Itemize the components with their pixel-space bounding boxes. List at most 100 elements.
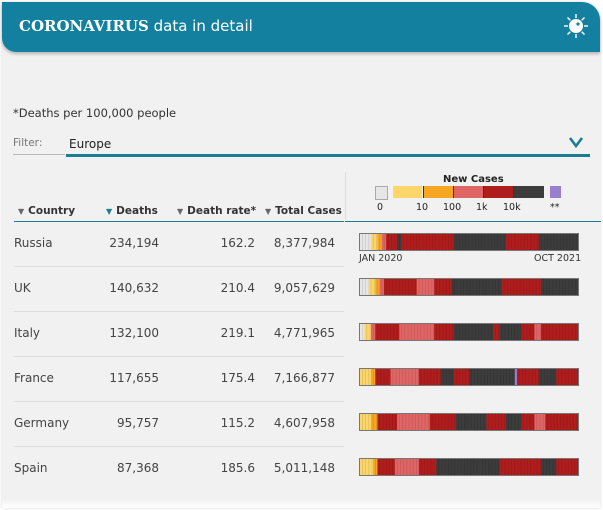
row-divider	[14, 446, 344, 447]
chevron-down-icon[interactable]	[568, 135, 584, 149]
strip-segment-c1k	[501, 279, 542, 295]
strip-texture	[373, 279, 375, 295]
strip-texture	[506, 279, 508, 295]
strip-texture	[457, 414, 459, 430]
strip-texture	[430, 369, 432, 385]
strip-segment-c1k	[418, 369, 442, 385]
strip-texture	[503, 234, 505, 250]
strip-texture	[462, 234, 463, 250]
strip-texture	[403, 459, 405, 475]
strip-texture	[390, 324, 391, 340]
strip-segment-c10	[370, 369, 376, 385]
strip-texture	[485, 279, 487, 295]
virus-icon	[564, 14, 588, 38]
strip-texture	[468, 324, 470, 340]
strip-texture	[411, 369, 413, 385]
legend-swatch-10k	[513, 186, 544, 198]
region-filter-select[interactable]: Europe	[66, 134, 590, 157]
strip-segment-c100	[416, 279, 435, 295]
strip-texture	[517, 234, 519, 250]
strip-texture	[539, 459, 541, 475]
column-header-country[interactable]: ▼ Country	[18, 205, 76, 217]
sort-icon: ▼	[265, 207, 272, 216]
column-header-death-rate[interactable]: ▼ Death rate*	[177, 205, 257, 217]
strip-texture	[497, 234, 499, 250]
strip-texture	[533, 234, 535, 250]
strip-texture	[527, 234, 529, 250]
strip-texture	[424, 459, 425, 475]
table-row[interactable]: Italy 132,100 219.1 4,771,965	[14, 312, 590, 357]
strip-texture	[409, 234, 411, 250]
row-divider	[14, 356, 344, 357]
strip-texture	[519, 279, 521, 295]
column-header-deaths[interactable]: ▼ Deaths	[106, 205, 158, 217]
timeline-start-label: JAN 2020	[359, 253, 403, 264]
strip-texture	[472, 279, 474, 295]
strip-segment-c1k	[499, 459, 542, 475]
strip-texture	[410, 324, 412, 340]
strip-texture	[501, 459, 503, 475]
table-row[interactable]: Spain 87,368 185.6 5,011,148	[14, 447, 590, 492]
strip-texture	[395, 369, 397, 385]
strip-texture	[442, 369, 444, 385]
strip-texture	[504, 414, 506, 430]
strip-texture	[428, 279, 430, 295]
strip-texture	[425, 234, 427, 250]
strip-texture	[511, 414, 513, 430]
strip-texture	[433, 324, 435, 340]
strip-texture	[458, 324, 460, 340]
strip-texture	[523, 324, 525, 340]
strip-segment-c1k	[506, 234, 540, 250]
strip-texture	[543, 369, 545, 385]
strip-texture	[467, 459, 468, 475]
table-row[interactable]: Russia 234,194 162.2 8,377,984 JAN 2020 OCT 2…	[14, 222, 590, 267]
strip-texture	[451, 234, 453, 250]
strip-segment-c1k	[401, 234, 455, 250]
total-cases-value: 4,607,958	[273, 416, 335, 430]
strip-texture	[463, 459, 465, 475]
strip-texture	[555, 324, 557, 340]
legend-tick-0: 0	[377, 202, 384, 213]
strip-segment-c10	[373, 459, 378, 475]
column-header-total-cases[interactable]: ▼ Total Cases	[265, 205, 342, 217]
strip-segment-c1k	[386, 234, 398, 250]
total-cases-value: 9,057,629	[273, 281, 335, 295]
strip-texture	[508, 414, 509, 430]
strip-texture	[408, 279, 410, 295]
strip-texture	[424, 369, 425, 385]
strip-texture	[376, 414, 377, 430]
strip-texture	[558, 369, 559, 385]
strip-texture	[392, 459, 394, 475]
filter-value: Europe	[69, 137, 112, 151]
table-row[interactable]: UK 140,632 210.4 9,057,629	[14, 267, 590, 312]
strip-texture	[420, 324, 422, 340]
strip-texture	[564, 459, 566, 475]
table-row[interactable]: Germany 95,757 115.2 4,607,958	[14, 402, 590, 447]
strip-segment-c10k	[469, 369, 516, 385]
strip-texture	[566, 414, 568, 430]
strip-texture	[436, 324, 437, 340]
strip-segment-c10k	[453, 324, 494, 340]
table-row[interactable]: France 117,655 175.4 7,166,877	[14, 357, 590, 402]
strip-texture	[444, 459, 446, 475]
strip-texture	[459, 279, 461, 295]
strip-texture	[477, 369, 479, 385]
strip-texture	[539, 414, 541, 430]
strip-texture	[514, 324, 516, 340]
country-name: Russia	[14, 236, 53, 250]
strip-segment-c1k	[521, 324, 535, 340]
strip-segment-c10k	[479, 459, 501, 475]
strip-texture	[411, 414, 413, 430]
strip-segment-c1	[370, 234, 378, 250]
strip-texture	[401, 324, 403, 340]
strip-texture	[416, 459, 417, 475]
strip-texture	[432, 234, 434, 250]
strip-texture	[575, 234, 577, 250]
strip-texture	[500, 234, 502, 250]
strip-texture	[566, 234, 568, 250]
strip-texture	[487, 324, 489, 340]
strip-texture	[498, 324, 499, 340]
strip-texture	[550, 414, 552, 430]
timeline-end-label: OCT 2021	[534, 253, 582, 264]
widget-header: CORONAVIRUS data in detail	[2, 2, 600, 52]
